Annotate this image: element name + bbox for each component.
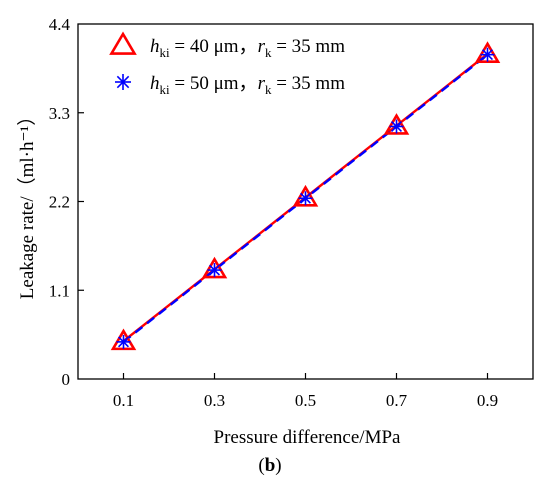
x-axis-title: Pressure difference/MPa (214, 427, 402, 448)
legend-r: r (258, 73, 266, 94)
legend-r-value: = 35 mm (271, 73, 345, 94)
series-2-marker (115, 74, 131, 90)
y-tick-label: 2.2 (49, 193, 70, 212)
legend-h-sub: ki (160, 82, 171, 97)
y-tick-label: 1.1 (49, 281, 70, 300)
asterisk-stroke (481, 49, 494, 61)
legend-h-sub: ki (160, 45, 171, 60)
asterisk-stroke (208, 264, 221, 276)
legend-label-1: hki = 40 μm，rk = 35 mm (150, 36, 345, 60)
x-tick-label: 0.3 (204, 391, 225, 410)
series-layer (110, 41, 501, 351)
series-1-marker (109, 31, 137, 55)
legend-h: h (150, 73, 160, 94)
legend-r-value: = 35 mm (271, 36, 345, 57)
asterisk-stroke (116, 75, 130, 89)
x-tick-label: 0.9 (477, 391, 498, 410)
x-tick-label: 0.1 (113, 391, 134, 410)
asterisk-stroke (299, 192, 312, 204)
series-2-marker (207, 263, 222, 278)
legend-r: r (258, 36, 266, 57)
y-tick-label: 0 (62, 370, 71, 389)
x-tick-label: 0.5 (295, 391, 316, 410)
legend-r-sub: k (265, 82, 272, 97)
asterisk-stroke (390, 120, 403, 132)
legend-r-sub: k (265, 45, 272, 60)
legend-h-value: = 50 μm， (170, 73, 258, 94)
y-tick-label: 3.3 (49, 104, 70, 123)
x-tick-label: 0.7 (386, 391, 408, 410)
series-2-marker (389, 119, 404, 134)
y-tick-label: 4.4 (49, 15, 71, 34)
x-axis: 0.1 0.3 0.5 0.7 0.9 (113, 373, 498, 410)
series-2-marker (298, 191, 313, 206)
legend-label-2: hki = 50 μm，rk = 35 mm (150, 73, 345, 97)
series-2-marker (480, 47, 495, 62)
asterisk-stroke (117, 336, 130, 348)
legend-h-value: = 40 μm， (170, 36, 258, 57)
series-2-marker (116, 334, 131, 349)
y-axis: 0 1.1 2.2 3.3 4.4 (49, 15, 84, 389)
legend-h: h (150, 36, 160, 57)
y-axis-title: Leakage rate/（ml·h⁻¹） (16, 107, 38, 299)
figure-caption: (b) (258, 455, 281, 476)
